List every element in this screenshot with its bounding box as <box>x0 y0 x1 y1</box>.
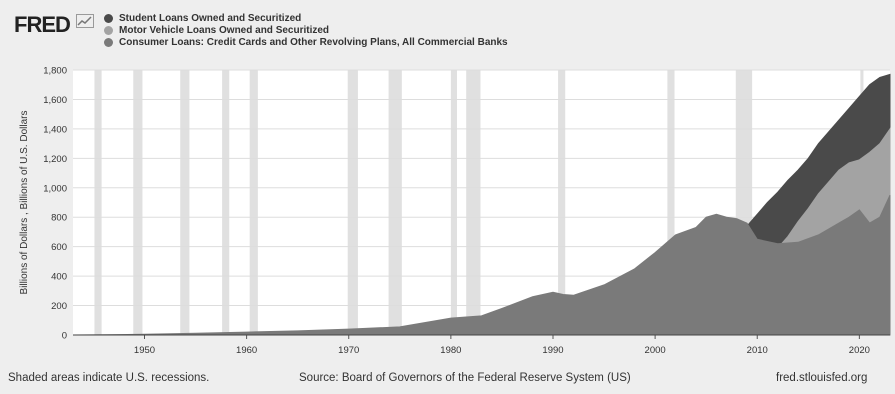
recession-band <box>249 70 258 335</box>
x-tick-label: 1990 <box>542 345 563 356</box>
x-tick-label: 2010 <box>747 345 768 356</box>
y-tick-label: 1,200 <box>43 154 67 165</box>
y-tick-label: 1,800 <box>43 66 67 77</box>
recession-note: Shaded areas indicate U.S. recessions. <box>8 372 210 384</box>
y-tick-label: 400 <box>51 272 67 283</box>
y-tick-label: 200 <box>51 301 67 312</box>
x-tick-label: 1960 <box>236 345 257 356</box>
recession-band <box>222 70 230 335</box>
recession-band <box>466 70 481 335</box>
recession-band <box>450 70 457 335</box>
site-link[interactable]: fred.stlouisfed.org <box>776 372 868 384</box>
legend-item[interactable]: Motor Vehicle Loans Owned and Securitize… <box>104 24 508 36</box>
x-tick-label: 2000 <box>645 345 666 356</box>
y-tick-label: 800 <box>51 213 67 224</box>
y-tick-label: 1,600 <box>43 95 67 106</box>
recession-band <box>133 70 143 335</box>
chart-legend: Student Loans Owned and Securitized Moto… <box>104 12 508 48</box>
y-tick-label: 600 <box>51 242 67 253</box>
chart-logo-icon <box>76 14 94 28</box>
series-area-credit-cards <box>72 194 891 336</box>
source-note: Source: Board of Governors of the Federa… <box>299 372 631 384</box>
recession-band <box>558 70 566 335</box>
recession-band <box>667 70 675 335</box>
recession-band <box>388 70 402 335</box>
legend-label: Motor Vehicle Loans Owned and Securitize… <box>119 24 330 36</box>
legend-swatch <box>104 37 113 47</box>
legend-item[interactable]: Student Loans Owned and Securitized <box>104 12 508 24</box>
y-tick-label: 0 <box>62 331 67 342</box>
y-axis-label: Billions of Dollars , Billions of U.S. D… <box>19 111 30 295</box>
legend-swatch <box>104 25 113 35</box>
fred-logo: FRED <box>14 12 71 37</box>
x-tick-label: 1970 <box>338 345 359 356</box>
legend-label: Student Loans Owned and Securitized <box>119 12 302 24</box>
legend-label: Consumer Loans: Credit Cards and Other R… <box>119 36 508 48</box>
x-tick-label: 2020 <box>849 345 870 356</box>
recession-band <box>180 70 190 335</box>
recession-band <box>94 70 102 335</box>
y-tick-label: 1,000 <box>43 183 67 194</box>
x-tick-label: 1980 <box>440 345 461 356</box>
recession-band <box>347 70 358 335</box>
legend-swatch <box>104 13 113 23</box>
y-tick-label: 1,400 <box>43 124 67 135</box>
legend-item[interactable]: Consumer Loans: Credit Cards and Other R… <box>104 36 508 48</box>
x-tick-label: 1950 <box>134 345 155 356</box>
